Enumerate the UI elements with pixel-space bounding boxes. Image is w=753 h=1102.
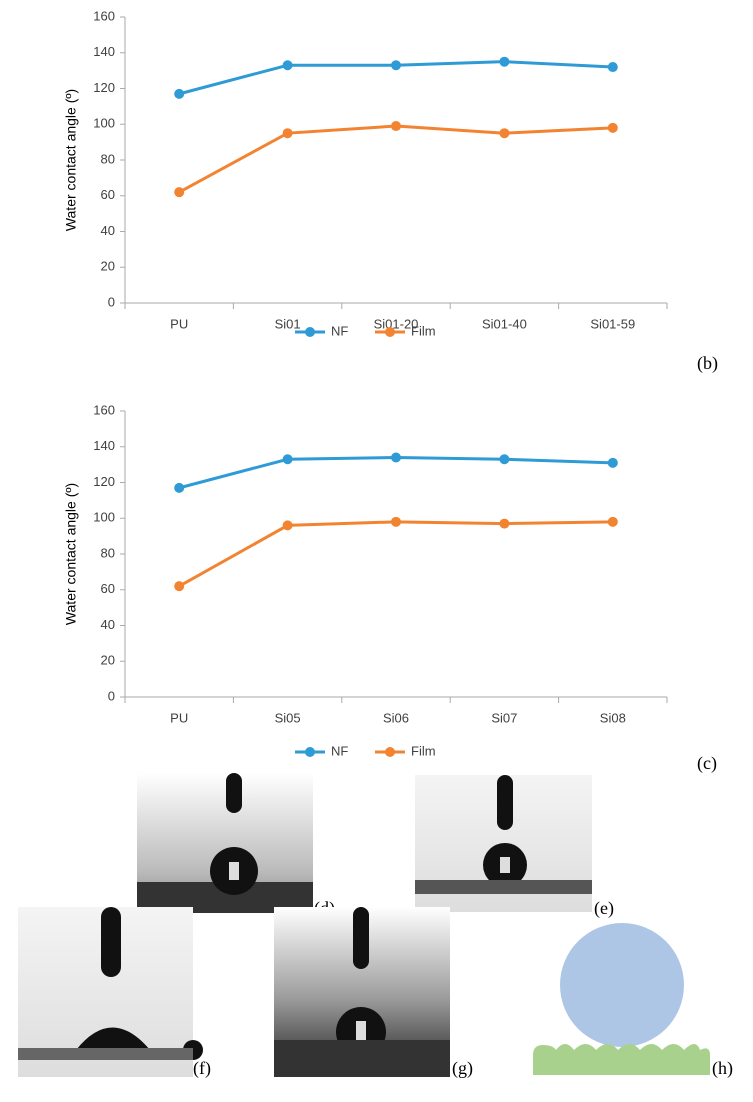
point (607, 122, 618, 133)
panel-label: (e) (594, 898, 614, 919)
drawing-h: (h) (533, 923, 733, 1079)
point (282, 128, 293, 139)
x-tick-label: PU (170, 316, 188, 331)
series-line (178, 520, 613, 588)
x-tick-label: PU (170, 710, 188, 725)
photo-e: (e) (415, 775, 614, 919)
x-tick-label: Si05 (275, 710, 301, 725)
panel-label: (g) (452, 1058, 473, 1079)
point (174, 187, 185, 198)
y-tick-label: 80 (101, 151, 115, 166)
panel-label: (c) (697, 753, 717, 774)
point (174, 581, 185, 592)
y-axis-label: Water contact angle (º) (63, 89, 79, 231)
panel-label: (h) (712, 1058, 733, 1079)
panel-label: (b) (697, 353, 718, 374)
point (391, 452, 401, 463)
point (391, 121, 401, 132)
y-tick-label: 80 (101, 545, 115, 560)
x-tick-label: Si01-40 (482, 316, 527, 331)
y-tick-label: 20 (101, 653, 115, 668)
x-tick-label: Si01 (275, 316, 301, 331)
point (174, 88, 185, 99)
photo-f: (f) (18, 907, 211, 1079)
y-tick-label: 120 (93, 80, 115, 95)
y-tick-label: 40 (101, 617, 115, 632)
legend-marker (305, 327, 315, 337)
point (282, 454, 293, 465)
x-tick-label: Si08 (600, 710, 626, 725)
point (282, 60, 293, 71)
x-tick-label: Si06 (383, 710, 409, 725)
point (282, 520, 293, 531)
point (174, 482, 185, 493)
series-line (178, 124, 613, 194)
legend-marker (305, 747, 315, 757)
y-tick-label: 100 (93, 116, 115, 131)
x-tick-label: Si07 (491, 710, 517, 725)
x-tick-label: Si01-20 (374, 316, 419, 331)
y-tick-label: 140 (93, 438, 115, 453)
legend-label: NF (331, 323, 348, 338)
x-tick-label: Si01-59 (590, 316, 635, 331)
y-tick-label: 140 (93, 44, 115, 59)
point (499, 454, 510, 465)
photo-g: (g) (274, 907, 473, 1079)
y-tick-label: 100 (93, 510, 115, 525)
legend-marker (385, 747, 395, 757)
y-tick-label: 60 (101, 187, 115, 202)
legend-label: NF (331, 743, 348, 758)
panel-label: (f) (193, 1058, 211, 1079)
legend-label: Film (411, 323, 436, 338)
point (391, 60, 401, 71)
legend-label: Film (411, 743, 436, 758)
point (607, 516, 618, 527)
point (499, 128, 510, 139)
y-tick-label: 0 (108, 294, 115, 309)
point (607, 62, 618, 73)
y-tick-label: 160 (93, 8, 115, 23)
y-tick-label: 40 (101, 223, 115, 238)
y-tick-label: 120 (93, 474, 115, 489)
photo-d: (d) (137, 773, 335, 919)
point (391, 516, 401, 527)
point (499, 56, 510, 67)
y-axis-label: Water contact angle (º) (63, 483, 79, 625)
point (607, 457, 618, 468)
y-tick-label: 160 (93, 402, 115, 417)
y-tick-label: 0 (108, 688, 115, 703)
point (499, 518, 510, 529)
legend-marker (385, 327, 395, 337)
y-tick-label: 60 (101, 581, 115, 596)
y-tick-label: 20 (101, 259, 115, 274)
